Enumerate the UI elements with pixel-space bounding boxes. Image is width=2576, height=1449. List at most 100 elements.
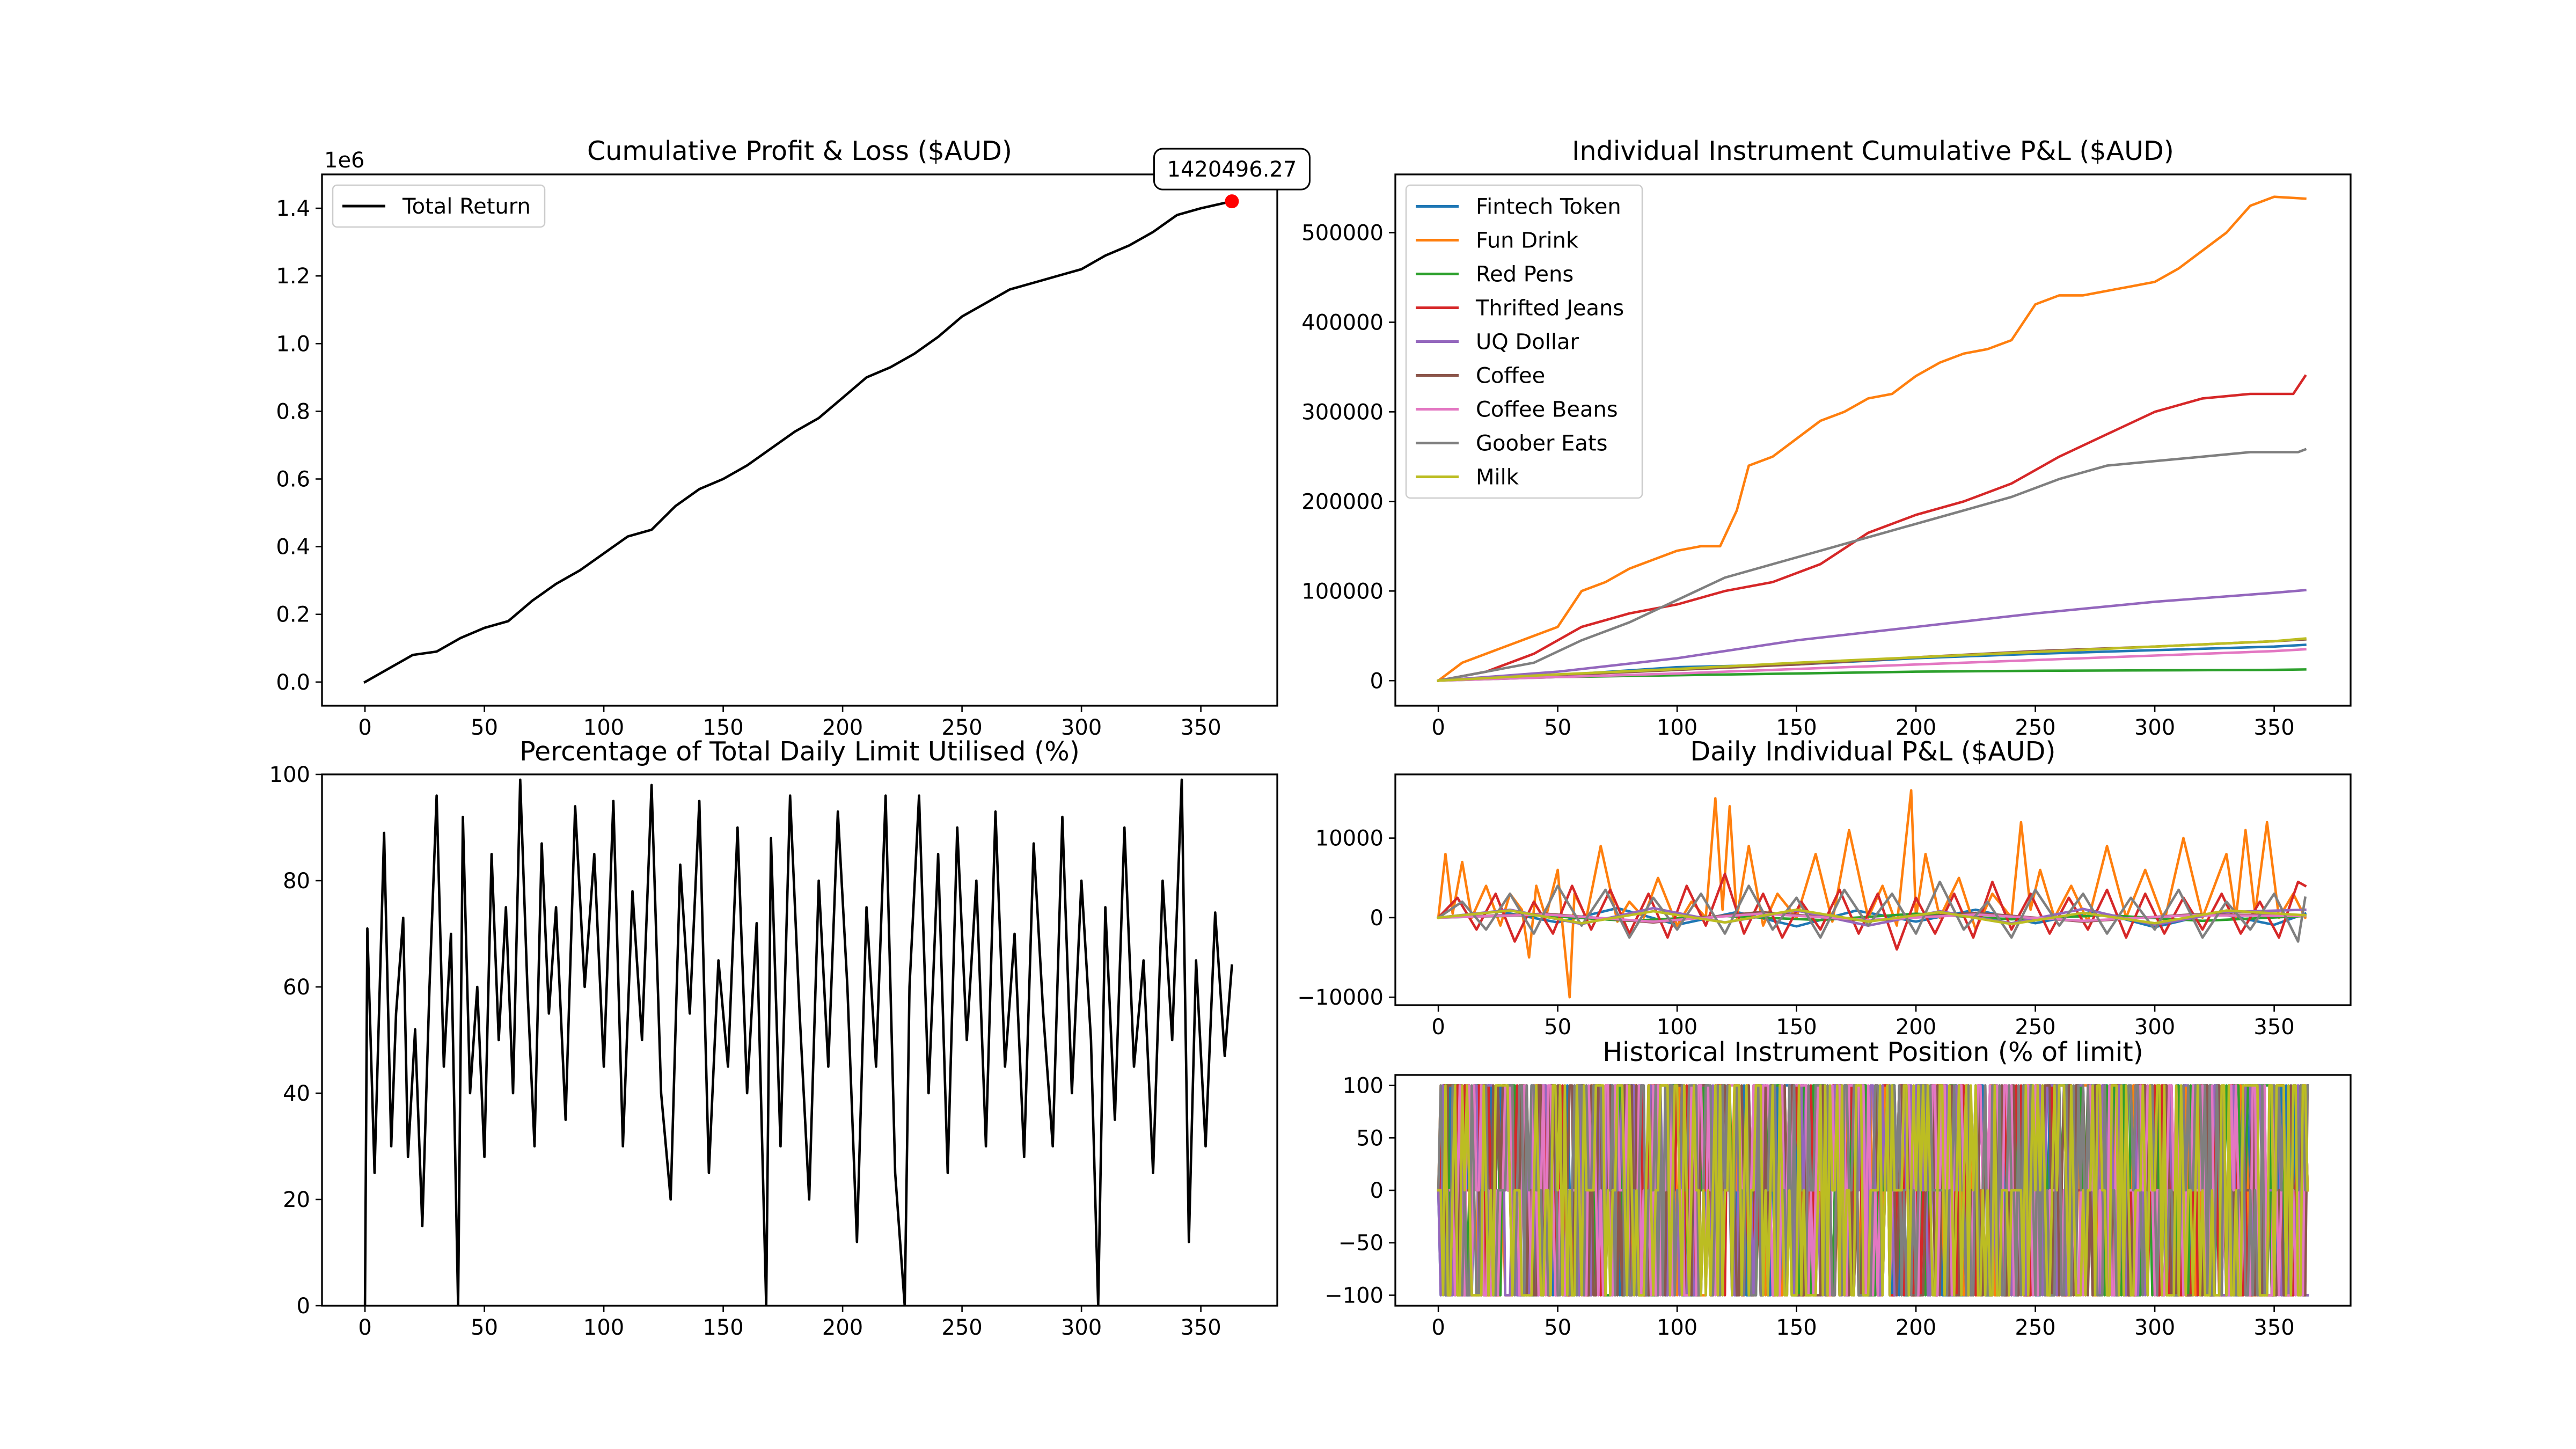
y-tick-label: 10000 bbox=[1315, 826, 1384, 851]
x-tick-label: 350 bbox=[2253, 1015, 2294, 1040]
chart-position: Historical Instrument Position (% of lim… bbox=[1324, 1037, 2352, 1340]
y-tick-label: 0.0 bbox=[276, 670, 310, 695]
x-tick-label: 0 bbox=[1431, 715, 1445, 740]
series-line-milk bbox=[1437, 908, 2307, 926]
y-tick-label: 40 bbox=[283, 1081, 310, 1106]
final-value-annotation: 1420496.27 bbox=[1153, 148, 1311, 191]
y-tick-label: 0.4 bbox=[276, 535, 310, 560]
x-tick-label: 0 bbox=[1431, 1015, 1445, 1040]
series-line-total-return bbox=[363, 200, 1234, 684]
x-tick-label: 150 bbox=[702, 1315, 743, 1340]
x-tick-label: 250 bbox=[2015, 1015, 2055, 1040]
legend: Total Return bbox=[332, 184, 546, 228]
y-tick-label: 50 bbox=[1356, 1126, 1384, 1151]
axes-frame bbox=[1394, 773, 2352, 1006]
axis-ticks: 0 50 100 150 200 250 300 350 0 20 40 60 80 100 bbox=[269, 763, 1221, 1340]
x-tick-label: 100 bbox=[1657, 1015, 1697, 1040]
x-tick-label: 100 bbox=[583, 1315, 624, 1340]
y-tick-label: 0.8 bbox=[276, 399, 310, 424]
x-tick-label: 350 bbox=[1180, 715, 1221, 740]
x-tick-label: 350 bbox=[1180, 1315, 1221, 1340]
legend-entry: Thrifted Jeans bbox=[1475, 296, 1624, 321]
legend-frame bbox=[332, 184, 546, 228]
axis-ticks: 0 50 100 150 200 250 300 350 0 100000 200000 300000… bbox=[1301, 221, 2294, 740]
x-tick-label: 0 bbox=[358, 715, 371, 740]
x-tick-label: 150 bbox=[1776, 1015, 1817, 1040]
legend-entry: Coffee Beans bbox=[1476, 398, 1618, 422]
chart-cumulative-total: Cumulative Profit & Loss ($AUD) 1e6 0 50 1… bbox=[276, 136, 1311, 740]
legend-entry: Fun Drink bbox=[1476, 229, 1579, 253]
x-tick-label: 50 bbox=[1544, 1315, 1571, 1340]
y-tick-label: 80 bbox=[283, 869, 310, 894]
axes-frame bbox=[1394, 173, 2352, 707]
series-line-coffee-beans bbox=[1437, 912, 2307, 923]
series-line-fun-drink bbox=[1436, 195, 2307, 683]
y-tick-label: −100 bbox=[1324, 1283, 1384, 1308]
x-tick-label: 300 bbox=[2134, 1315, 2175, 1340]
series-line-uq-dollar bbox=[1437, 589, 2307, 682]
y-tick-label: 0 bbox=[1370, 669, 1384, 693]
legend-entry: Milk bbox=[1476, 465, 1519, 490]
y-tick-label: 0 bbox=[1370, 906, 1384, 931]
chart-title: Individual Instrument Cumulative P&L ($A… bbox=[1572, 136, 2174, 166]
y-tick-label: 60 bbox=[283, 975, 310, 1000]
y-tick-label: 20 bbox=[283, 1188, 310, 1212]
legend-entry: Red Pens bbox=[1476, 262, 1574, 287]
x-tick-label: 50 bbox=[1544, 1015, 1571, 1040]
legend-entry: Total Return bbox=[402, 194, 531, 219]
chart-title: Historical Instrument Position (% of lim… bbox=[1602, 1037, 2143, 1067]
x-tick-label: 200 bbox=[822, 1315, 863, 1340]
x-tick-label: 350 bbox=[2253, 715, 2294, 740]
x-tick-label: 250 bbox=[941, 1315, 982, 1340]
series-line-coffee-beans bbox=[1437, 648, 2307, 682]
x-tick-label: 300 bbox=[2134, 715, 2175, 740]
position-line-milk bbox=[1437, 1084, 2309, 1297]
x-tick-label: 250 bbox=[941, 715, 982, 740]
x-tick-label: 200 bbox=[1896, 1315, 1936, 1340]
series-line-goober-eats bbox=[1437, 448, 2307, 682]
y-tick-label: 300000 bbox=[1301, 400, 1384, 425]
series-line-milk bbox=[1437, 637, 2307, 682]
x-tick-label: 100 bbox=[583, 715, 624, 740]
series-line-thrifted-jeans bbox=[1437, 374, 2307, 682]
x-tick-label: 50 bbox=[471, 1315, 498, 1340]
y-tick-label: 1.4 bbox=[276, 196, 310, 221]
chart-limit-utilised: Percentage of Total Daily Limit Utilised… bbox=[269, 736, 1278, 1340]
legend-entry: Fintech Token bbox=[1476, 195, 1621, 219]
x-tick-label: 50 bbox=[471, 715, 498, 740]
y-tick-label: 0 bbox=[1370, 1179, 1384, 1203]
chart-title: Daily Individual P&L ($AUD) bbox=[1690, 736, 2056, 767]
legend-entry: UQ Dollar bbox=[1476, 330, 1579, 355]
x-tick-label: 250 bbox=[2015, 715, 2055, 740]
y-tick-label: 100000 bbox=[1301, 579, 1384, 604]
x-tick-label: 200 bbox=[822, 715, 863, 740]
series-line-value bbox=[363, 778, 1233, 1306]
x-tick-label: 150 bbox=[1776, 715, 1817, 740]
legend-entry: Goober Eats bbox=[1476, 431, 1607, 456]
y-tick-label: −50 bbox=[1338, 1231, 1384, 1256]
y-tick-label: 1.2 bbox=[276, 264, 310, 289]
y-tick-label: 0.6 bbox=[276, 467, 310, 492]
x-tick-label: 350 bbox=[2253, 1315, 2294, 1340]
chart-daily-individual: Daily Individual P&L ($AUD) 0 50 100 150 200… bbox=[1297, 736, 2352, 1040]
x-tick-label: 100 bbox=[1657, 715, 1697, 740]
chart-title: Percentage of Total Daily Limit Utilised… bbox=[519, 736, 1080, 767]
chart-title: Cumulative Profit & Loss ($AUD) bbox=[587, 136, 1012, 166]
final-value-marker bbox=[1225, 194, 1239, 209]
x-tick-label: 200 bbox=[1896, 1015, 1936, 1040]
y-offset-label: 1e6 bbox=[324, 148, 365, 173]
x-tick-label: 0 bbox=[1431, 1315, 1445, 1340]
series-line-goober-eats bbox=[1436, 880, 2307, 943]
x-tick-label: 250 bbox=[2015, 1315, 2055, 1340]
x-tick-label: 300 bbox=[1061, 715, 1102, 740]
y-tick-label: 400000 bbox=[1301, 310, 1384, 335]
y-tick-label: 0.2 bbox=[276, 603, 310, 627]
chart-cumulative-individual: Individual Instrument Cumulative P&L ($A… bbox=[1301, 136, 2352, 740]
x-tick-label: 200 bbox=[1896, 715, 1936, 740]
x-tick-label: 0 bbox=[358, 1315, 371, 1340]
x-tick-label: 300 bbox=[1061, 1315, 1102, 1340]
y-tick-label: 100 bbox=[269, 763, 310, 787]
x-tick-label: 100 bbox=[1657, 1315, 1697, 1340]
y-tick-label: 500000 bbox=[1301, 221, 1384, 246]
